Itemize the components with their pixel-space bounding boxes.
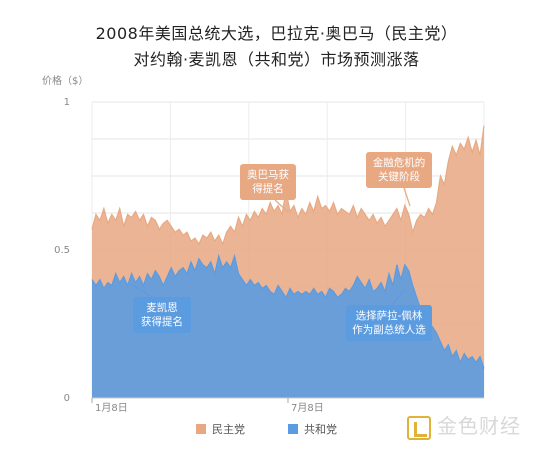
annotation-text: 作为副总统人选 [352, 323, 426, 336]
annotation-box [240, 164, 296, 200]
y-tick-label: 0.5 [54, 245, 70, 256]
x-tick-label: 1月8日 [95, 402, 128, 414]
legend-label: 民主党 [212, 423, 245, 436]
annotation-text: 得提名 [252, 182, 284, 195]
chart-title-line2: 对约翰·麦凯恩（共和党）市场预测涨落 [133, 50, 420, 69]
legend: 民主党 共和党 [196, 423, 337, 436]
watermark-logo-icon [407, 415, 431, 440]
y-tick-label: 0 [64, 393, 70, 404]
y-tick-label: 1 [64, 97, 70, 108]
annotation-pointer [131, 284, 153, 298]
series-line [91, 253, 485, 369]
annotation-text: 获得提名 [141, 315, 183, 328]
watermark: 金色财经 [407, 410, 521, 440]
axes: 价格（$） 0 0.5 1 1月8日 7月8日 [42, 74, 484, 414]
annotation-pointer [391, 289, 405, 306]
y-axis-label: 价格（$） [42, 74, 88, 87]
x-tick-label: 7月8日 [291, 402, 324, 414]
annotation-box [133, 297, 191, 333]
annotation-text: 关键阶段 [378, 170, 420, 183]
watermark-text: 金色财经 [437, 414, 521, 438]
legend-swatch [288, 424, 298, 434]
annotation-text: 奥巴马获 [247, 168, 289, 181]
annotation-pointer [274, 199, 289, 213]
annotation-box [366, 152, 432, 188]
annotation-pointer [403, 187, 411, 207]
chart-title-line1: 2008年美国总统大选，巴拉克·奥巴马（民主党） [95, 24, 458, 43]
legend-swatch [196, 424, 206, 434]
annotation-text: 选择萨拉-佩林 [356, 309, 423, 322]
area-republican [92, 255, 484, 398]
legend-label: 共和党 [304, 423, 337, 436]
annotation-text: 金融危机的 [373, 156, 426, 169]
series-line [91, 125, 485, 246]
annotation-box [346, 305, 432, 341]
annotation-text: 麦凯恩 [146, 301, 178, 314]
